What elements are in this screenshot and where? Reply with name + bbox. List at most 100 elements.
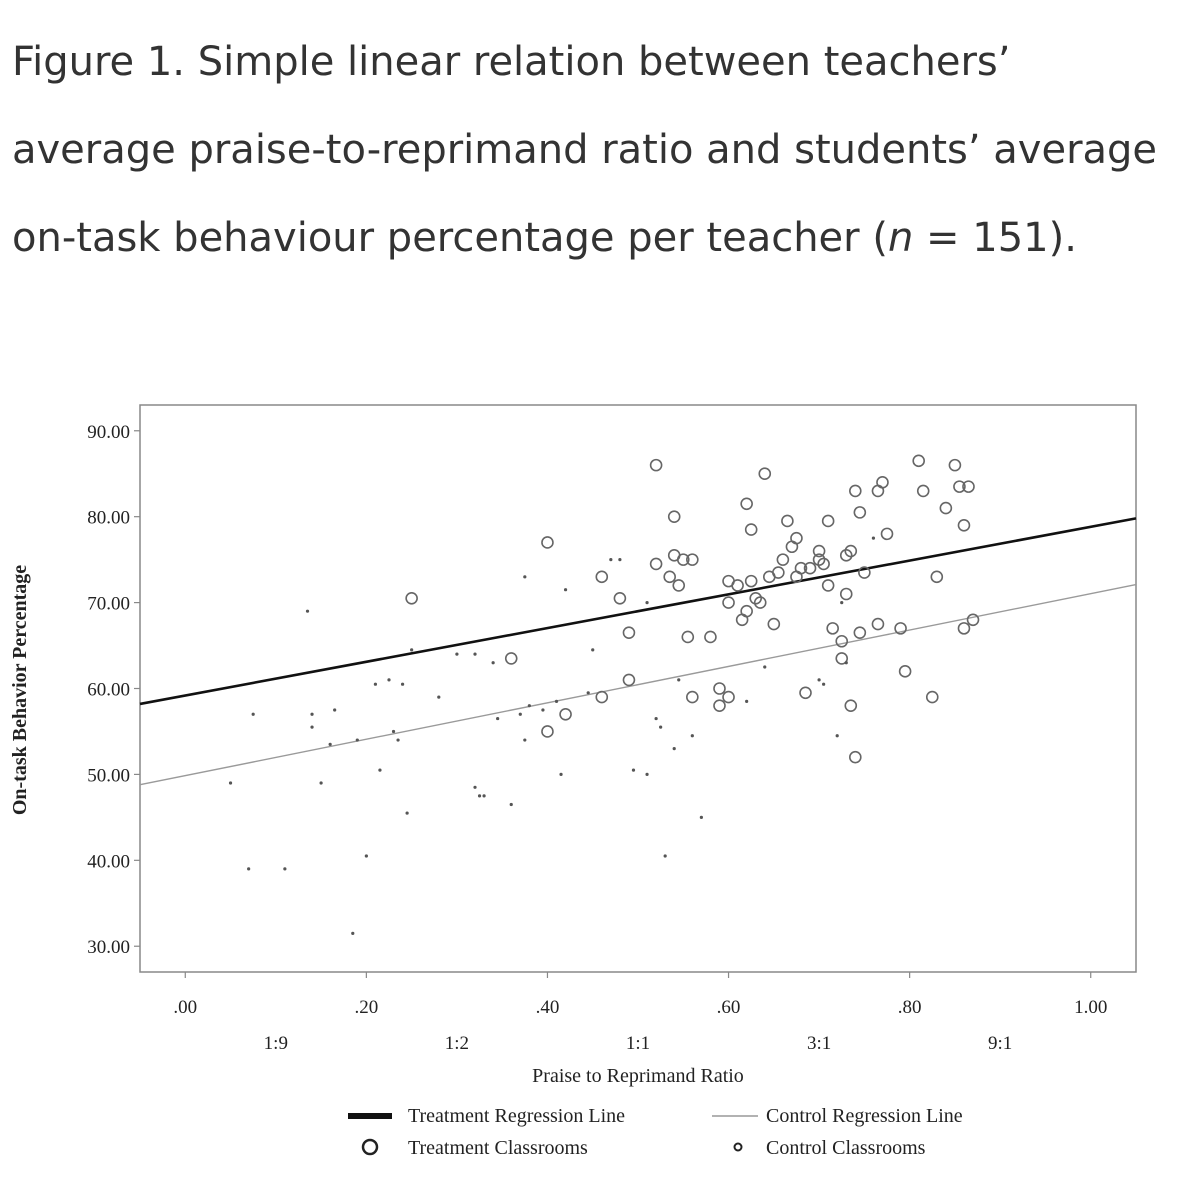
control-point [396, 738, 400, 742]
y-tick-label: 70.00 [87, 594, 130, 615]
control-point [527, 704, 531, 708]
figure-caption: Figure 1. Simple linear relation between… [12, 18, 1172, 282]
caption-n-open: ( [872, 215, 888, 261]
treatment-point [663, 570, 676, 584]
treatment-point [686, 553, 699, 566]
control-point [491, 661, 495, 665]
treatment-point [880, 527, 894, 541]
treatment-point [821, 579, 835, 592]
treatment-point [844, 544, 858, 558]
control-point [690, 734, 694, 738]
control-point [405, 811, 409, 815]
treatment-point [930, 570, 944, 584]
legend-control-line-label: Control Regression Line [766, 1105, 963, 1127]
treatment-point [595, 690, 609, 704]
treatment-point [849, 484, 862, 498]
control-point [364, 854, 368, 858]
control-point [251, 712, 255, 716]
treatment-point [672, 579, 686, 592]
x-tick-label: .80 [898, 997, 922, 1018]
control-point [310, 725, 314, 729]
control-regression-line [139, 583, 1137, 786]
control-point [410, 648, 414, 652]
treatment-point [812, 553, 826, 566]
control-point [835, 734, 839, 738]
treatment-point [858, 566, 871, 579]
treatment-point [957, 518, 971, 532]
treatment-point [595, 570, 609, 584]
control-point [400, 682, 405, 686]
control-point [844, 661, 848, 665]
legend-treatment-line-label: Treatment Regression Line [408, 1105, 625, 1127]
control-point [663, 854, 667, 858]
treatment-point [876, 476, 889, 489]
treatment-point [749, 591, 763, 605]
treatment-point [559, 707, 572, 721]
control-point [333, 708, 337, 712]
control-point [473, 652, 477, 656]
control-point [563, 588, 568, 592]
legend-control-points-swatch [733, 1142, 743, 1152]
control-point [351, 931, 355, 935]
y-tick-label: 50.00 [87, 765, 130, 786]
treatment-point [799, 686, 812, 700]
treatment-point [853, 626, 867, 639]
ratio-tick-label: 9:1 [988, 1033, 1012, 1054]
control-point [482, 794, 486, 798]
treatment-point [649, 557, 663, 571]
control-point [473, 785, 477, 789]
caption-text: Figure 1. Simple linear relation between… [12, 39, 1158, 261]
control-point [840, 600, 844, 605]
treatment-point [753, 596, 767, 609]
x-tick-label: .40 [536, 997, 560, 1018]
control-point [509, 802, 513, 807]
treatment-point [541, 725, 554, 738]
treatment-point [622, 626, 636, 639]
control-point [455, 652, 459, 656]
treatment-point [681, 630, 695, 644]
treatment-point [649, 458, 663, 472]
control-point [871, 536, 876, 540]
y-tick-label: 80.00 [87, 508, 130, 529]
treatment-point [835, 652, 849, 665]
control-point [763, 665, 767, 669]
treatment-point [744, 523, 758, 536]
treatment-point [758, 467, 772, 481]
control-point [541, 708, 545, 712]
treatment-point [790, 531, 803, 545]
y-axis: 30.00 40.00 50.00 60.00 70.00 80.00 90.00 [87, 422, 140, 958]
control-point [559, 772, 563, 777]
control-point [659, 725, 663, 729]
control-point [305, 609, 310, 613]
treatment-point [962, 480, 975, 493]
treatment-point [613, 591, 627, 605]
control-point [822, 682, 826, 686]
control-point [699, 815, 703, 819]
ratio-tick-label: 1:9 [264, 1033, 288, 1054]
control-point [283, 867, 287, 871]
treatment-point [541, 536, 554, 549]
treatment-point [826, 622, 839, 635]
treatment-point [894, 622, 907, 635]
y-tick-label: 30.00 [87, 937, 130, 958]
treatment-point [722, 690, 735, 704]
x-tick-label: 1.00 [1074, 997, 1107, 1018]
control-point [523, 738, 527, 742]
control-point [745, 699, 749, 703]
treatment-point [704, 630, 717, 644]
control-point [355, 738, 359, 742]
legend: Treatment Regression Line Control Regres… [348, 1105, 963, 1159]
legend-treatment-points-label: Treatment Classrooms [408, 1137, 588, 1159]
plot-frame [139, 404, 1137, 973]
control-point [645, 600, 649, 605]
treatment-point [686, 690, 699, 704]
series-layer [139, 454, 1137, 935]
control-point [645, 772, 649, 777]
control-point [631, 768, 636, 772]
treatment-point [803, 561, 817, 575]
control-point [591, 648, 595, 652]
treatment-point [622, 673, 636, 687]
control-point [817, 678, 821, 682]
treatment-point [871, 617, 885, 631]
treatment-point [835, 634, 849, 648]
